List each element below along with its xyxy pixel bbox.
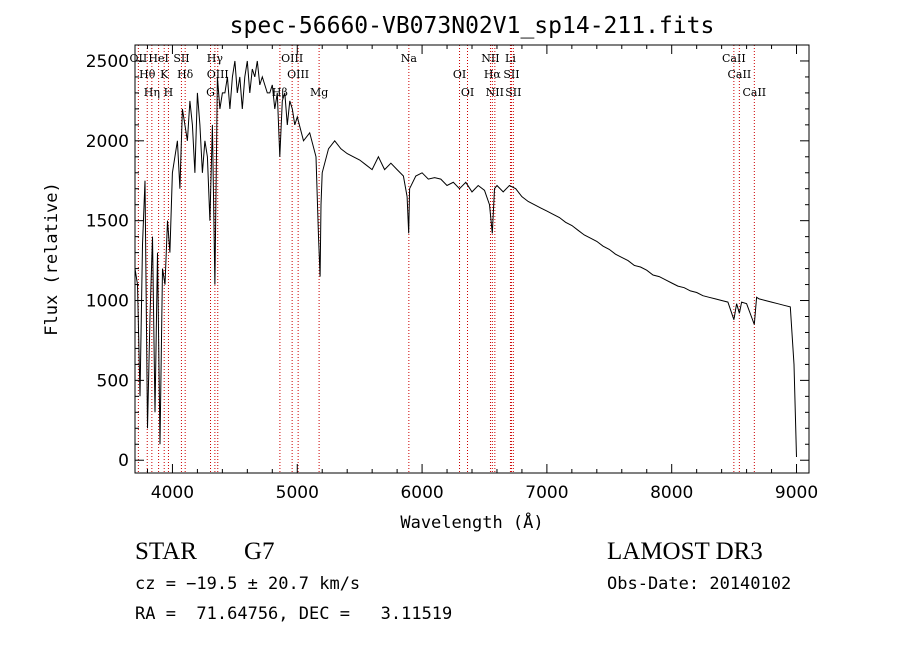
spectral-line-label: OII	[130, 52, 148, 65]
spectral-line-label: Hδ	[177, 68, 194, 81]
x-tick-label: 7000	[525, 483, 568, 503]
y-tick-label: 1000	[86, 292, 129, 312]
x-tick-label: 8000	[650, 483, 693, 503]
spectral-line-label: OIII	[207, 68, 229, 81]
spectral-line-label: OI	[461, 86, 474, 99]
y-tick-label: 1500	[86, 212, 129, 232]
y-tick-label: 500	[97, 371, 129, 391]
spectral-line-labels: OIIHθHηHeIKHSIIHδGHγOIIIHβOIIIOIIIMgNaOI…	[130, 52, 767, 99]
spectral-line-label: SII	[503, 68, 519, 81]
chart-title: spec-56660-VB073N02V1_sp14-211.fits	[230, 13, 715, 39]
spectrum-series-line	[134, 60, 797, 458]
spectral-line-label: CaII	[742, 86, 766, 99]
y-tick-label: 2500	[86, 52, 129, 72]
spectral-line-label: K	[160, 68, 169, 81]
spectral-line-label: SII	[505, 86, 521, 99]
survey-name: LAMOST DR3	[607, 538, 763, 565]
y-axis-label: Flux (relative)	[42, 182, 62, 336]
spectral-line-label: OIII	[287, 68, 309, 81]
x-axis-ticks: 4000 5000 6000 7000 8000 9000	[146, 45, 818, 503]
spectral-line-label: H	[164, 86, 174, 99]
spectral-line-label: OIII	[281, 52, 303, 65]
x-tick-label: 4000	[151, 483, 194, 503]
object-subclass: G7	[244, 538, 275, 565]
spectral-line-label: CaII	[722, 52, 746, 65]
coordinates: RA = 71.64756, DEC = 3.11519	[135, 604, 453, 624]
spectral-line-label: HeI	[148, 52, 168, 65]
y-tick-label: 2000	[86, 132, 129, 152]
x-tick-label: 5000	[276, 483, 319, 503]
spectral-line-label: G	[206, 86, 215, 99]
spectral-line-label: NII	[486, 86, 504, 99]
spectral-line-label: SII	[173, 52, 189, 65]
x-tick-label: 6000	[400, 483, 443, 503]
spectral-line-label: OI	[453, 68, 466, 81]
spectral-line-label: Hθ	[139, 68, 156, 81]
spectral-lines-layer	[137, 45, 755, 473]
redshift-text: cz = −19.5 ± 20.7 km/s	[135, 574, 361, 594]
x-tick-label: 9000	[775, 483, 818, 503]
spectral-line-label: Hα	[484, 68, 502, 81]
plot-frame	[134, 44, 810, 474]
spectral-line-label: Hη	[144, 86, 160, 99]
x-axis-label: Wavelength (Å)	[400, 511, 543, 533]
spectral-line-label: Li	[505, 52, 516, 65]
y-tick-label: 0	[118, 451, 129, 471]
spectral-line-label: NII	[481, 52, 499, 65]
spectral-line-label: CaII	[728, 68, 752, 81]
y-axis-ticks: 0 500 1000 1500 2000 2500	[86, 44, 809, 471]
object-class: STAR	[135, 538, 197, 565]
obs-date: Obs-Date: 20140102	[607, 574, 792, 594]
spectral-line-label: Hγ	[207, 52, 224, 65]
spectral-line-label: Mg	[310, 86, 328, 99]
spectral-line-label: Na	[401, 52, 418, 65]
